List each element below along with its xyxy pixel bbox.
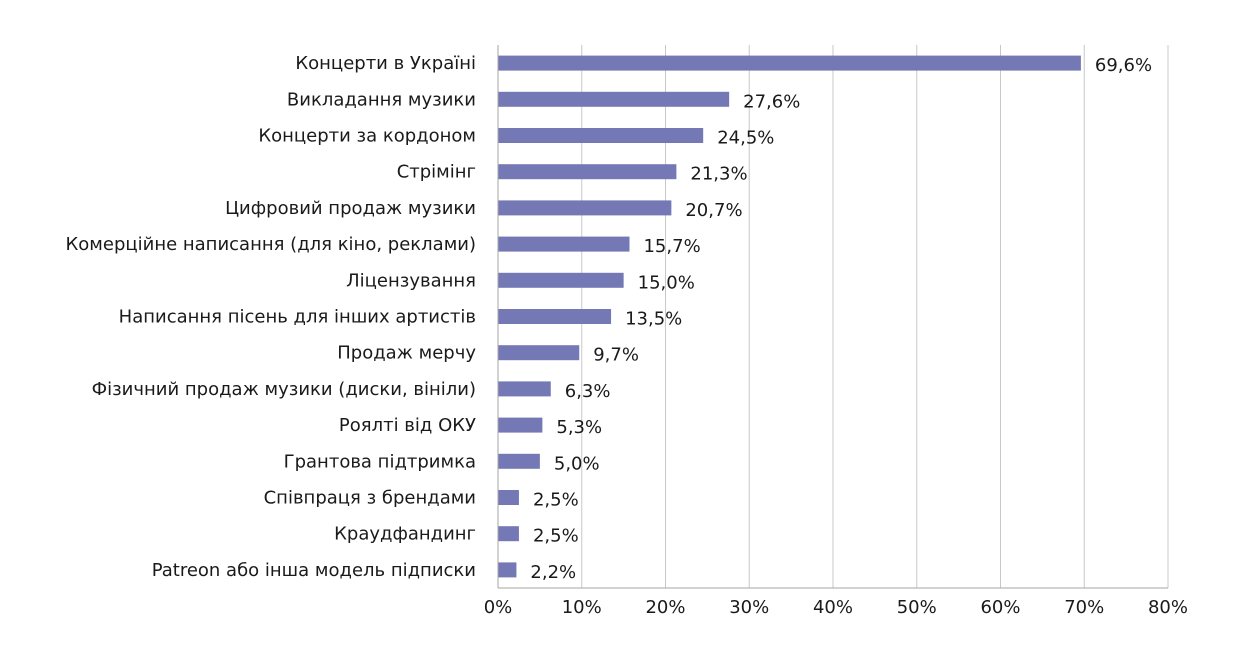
bar bbox=[498, 55, 1081, 71]
data-label: 20,7% bbox=[685, 200, 742, 221]
x-tick-label: 80% bbox=[1148, 597, 1188, 618]
category-label: Концерти за кордоном bbox=[258, 126, 476, 147]
category-label: Співпраця з брендами bbox=[264, 488, 476, 509]
bar bbox=[498, 417, 543, 433]
bar bbox=[498, 164, 677, 180]
bar bbox=[498, 309, 612, 324]
bar bbox=[498, 562, 517, 578]
data-label: 2,2% bbox=[530, 562, 576, 583]
category-label: Краудфандинг bbox=[334, 524, 476, 545]
category-label: Стрімінг bbox=[397, 162, 476, 183]
x-tick-label: 0% bbox=[484, 597, 513, 618]
bar bbox=[498, 200, 672, 216]
x-tick-label: 60% bbox=[980, 597, 1020, 618]
data-label: 27,6% bbox=[743, 91, 800, 112]
data-label: 2,5% bbox=[533, 490, 579, 511]
axes bbox=[497, 45, 1168, 589]
bar bbox=[498, 381, 551, 397]
value-labels: 69,6% 27,6% 24,5% 21,3% 20,7% 15,7% 15,0% 13,5%… bbox=[530, 55, 1152, 583]
data-label: 6,3% bbox=[565, 381, 611, 402]
bar bbox=[498, 91, 730, 107]
category-label: Концерти в Україні bbox=[295, 53, 476, 74]
category-label: Ліцензування bbox=[346, 270, 476, 291]
x-tick-label: 70% bbox=[1064, 597, 1104, 618]
category-label: Продаж мерчу bbox=[337, 343, 476, 364]
data-label: 5,0% bbox=[554, 453, 600, 474]
category-label: Написання пісень для інших артистів bbox=[119, 307, 476, 328]
data-label: 69,6% bbox=[1095, 55, 1152, 76]
category-label: Цифровий продаж музики bbox=[225, 198, 476, 219]
data-label: 5,3% bbox=[556, 417, 602, 438]
x-tick-label: 30% bbox=[729, 597, 769, 618]
data-label: 13,5% bbox=[625, 309, 682, 330]
category-label: Patreon або інша модель підписки bbox=[152, 560, 476, 581]
category-label: Комерційне написання (для кіно, реклами) bbox=[66, 234, 477, 255]
x-tick-label: 50% bbox=[897, 597, 937, 618]
data-label: 15,0% bbox=[638, 272, 695, 293]
bar bbox=[498, 272, 624, 288]
x-tick-label: 20% bbox=[645, 597, 685, 618]
data-label: 24,5% bbox=[717, 128, 774, 149]
bar bbox=[498, 345, 580, 361]
category-labels: Концерти в Україні Викладання музики Конце… bbox=[66, 53, 477, 581]
data-label: 21,3% bbox=[690, 164, 747, 185]
data-label: 15,7% bbox=[643, 236, 700, 257]
bars bbox=[498, 55, 1081, 578]
data-label: 2,5% bbox=[533, 526, 579, 547]
bar bbox=[498, 453, 540, 469]
bar bbox=[498, 128, 704, 143]
bar bbox=[498, 526, 519, 542]
x-tick-labels: 0% 10% 20% 30% 40% 50% 60% 70% 80% bbox=[484, 597, 1188, 618]
bar bbox=[498, 236, 630, 252]
category-label: Роялті від ОКУ bbox=[339, 415, 476, 436]
category-label: Фізичний продаж музики (диски, вініли) bbox=[92, 379, 476, 400]
bar bbox=[498, 490, 519, 505]
category-label: Викладання музики bbox=[287, 89, 476, 110]
category-label: Грантова підтримка bbox=[284, 451, 476, 472]
data-label: 9,7% bbox=[593, 345, 639, 366]
x-tick-label: 10% bbox=[562, 597, 602, 618]
x-tick-label: 40% bbox=[813, 597, 853, 618]
